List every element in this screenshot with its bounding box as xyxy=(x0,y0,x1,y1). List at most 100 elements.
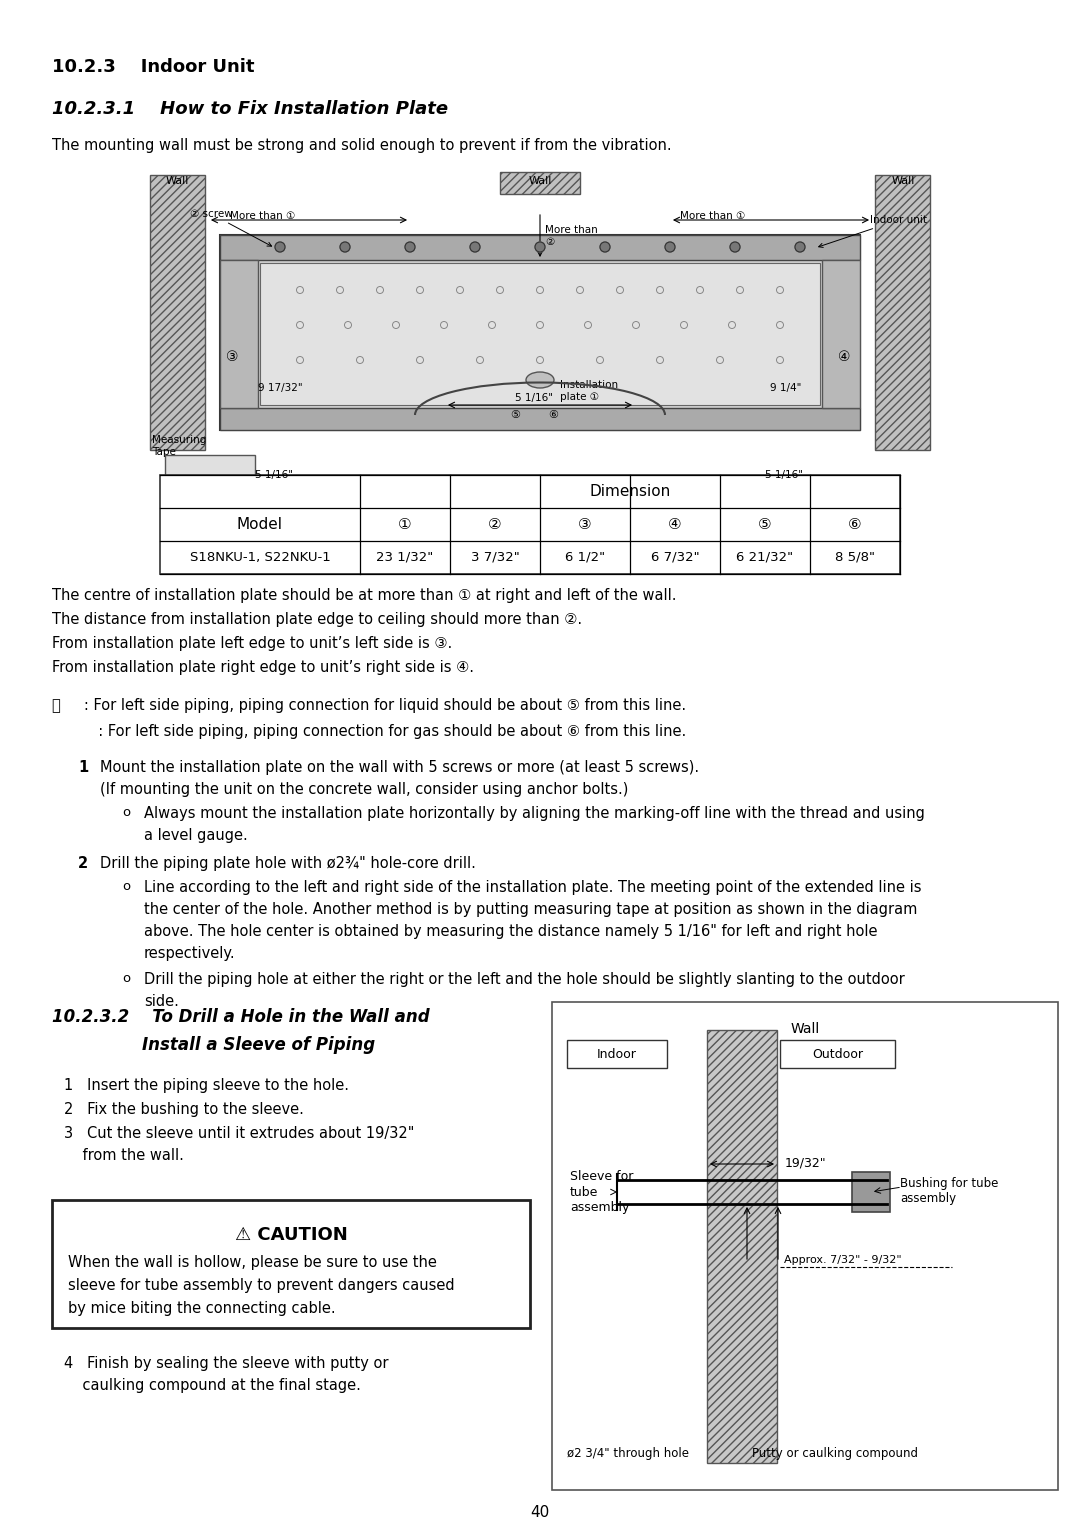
Text: ④: ④ xyxy=(838,350,851,363)
Text: From installation plate right edge to unit’s right side is ④.: From installation plate right edge to un… xyxy=(52,660,474,675)
Circle shape xyxy=(275,241,285,252)
Text: ④: ④ xyxy=(669,518,681,531)
Text: Wall: Wall xyxy=(791,1022,820,1035)
Text: (If mounting the unit on the concrete wall, consider using anchor bolts.): (If mounting the unit on the concrete wa… xyxy=(100,782,629,797)
Text: 40: 40 xyxy=(530,1506,550,1519)
Text: ③: ③ xyxy=(226,350,239,363)
Text: 3   Cut the sleeve until it extrudes about 19/32": 3 Cut the sleeve until it extrudes about… xyxy=(64,1125,415,1141)
Text: ⑥: ⑥ xyxy=(548,411,558,420)
Bar xyxy=(567,1040,667,1067)
Text: by mice biting the connecting cable.: by mice biting the connecting cable. xyxy=(68,1301,336,1316)
Text: side.: side. xyxy=(144,994,179,1009)
Text: S18NKU-1, S22NKU-1: S18NKU-1, S22NKU-1 xyxy=(190,551,330,563)
Circle shape xyxy=(340,241,350,252)
Text: 3 7/32": 3 7/32" xyxy=(471,551,519,563)
Text: 10.2.3.2    To Drill a Hole in the Wall and: 10.2.3.2 To Drill a Hole in the Wall and xyxy=(52,1008,430,1026)
Text: Indoor unit: Indoor unit xyxy=(819,215,927,247)
Text: : For left side piping, piping connection for gas should be about ⑥ from this li: : For left side piping, piping connectio… xyxy=(52,724,686,739)
Text: 2: 2 xyxy=(78,857,89,870)
Bar xyxy=(160,475,900,574)
Text: Wall: Wall xyxy=(891,176,915,186)
Text: When the wall is hollow, please be sure to use the: When the wall is hollow, please be sure … xyxy=(68,1255,437,1270)
Text: Drill the piping plate hole with ø2¾" hole-core drill.: Drill the piping plate hole with ø2¾" ho… xyxy=(100,857,476,870)
Text: ①: ① xyxy=(399,518,411,531)
Text: 2   Fix the bushing to the sleeve.: 2 Fix the bushing to the sleeve. xyxy=(64,1102,303,1116)
Text: More than ①: More than ① xyxy=(230,211,295,221)
Text: 23 1/32": 23 1/32" xyxy=(376,551,434,563)
Text: respectively.: respectively. xyxy=(144,947,235,960)
Text: 6 1/2": 6 1/2" xyxy=(565,551,605,563)
Text: From installation plate left edge to unit’s left side is ③.: From installation plate left edge to uni… xyxy=(52,637,453,651)
Ellipse shape xyxy=(526,373,554,388)
Text: 6 21/32": 6 21/32" xyxy=(737,551,794,563)
Text: Putty or caulking compound: Putty or caulking compound xyxy=(752,1448,918,1460)
Text: Wall: Wall xyxy=(165,176,189,186)
Text: caulking compound at the final stage.: caulking compound at the final stage. xyxy=(64,1377,361,1393)
Text: Mount the installation plate on the wall with 5 screws or more (at least 5 screw: Mount the installation plate on the wall… xyxy=(100,760,699,776)
Text: above. The hole center is obtained by measuring the distance namely 5 1/16" for : above. The hole center is obtained by me… xyxy=(144,924,877,939)
Bar xyxy=(220,235,860,431)
Bar xyxy=(875,176,930,450)
Text: o: o xyxy=(122,806,130,818)
Text: 8 5/8": 8 5/8" xyxy=(835,551,875,563)
Text: 1: 1 xyxy=(78,760,89,776)
Text: Bushing for tube
assembly: Bushing for tube assembly xyxy=(900,1177,998,1205)
Text: ②: ② xyxy=(488,518,502,531)
Bar xyxy=(150,169,930,455)
Text: ⚠ CAUTION: ⚠ CAUTION xyxy=(234,1226,348,1245)
Text: 9 17/32": 9 17/32" xyxy=(258,383,302,392)
Text: Installation
plate ①: Installation plate ① xyxy=(561,380,618,402)
Bar xyxy=(220,408,860,431)
Text: 5 1/16": 5 1/16" xyxy=(515,392,553,403)
Circle shape xyxy=(600,241,610,252)
Text: 5 1/16": 5 1/16" xyxy=(765,470,804,479)
Text: 5 1/16": 5 1/16" xyxy=(255,470,293,479)
Bar xyxy=(707,1031,777,1463)
Text: Indoor: Indoor xyxy=(597,1048,637,1060)
Bar xyxy=(52,1200,530,1328)
Text: 10.2.3.1    How to Fix Installation Plate: 10.2.3.1 How to Fix Installation Plate xyxy=(52,99,448,118)
Text: 6 7/32": 6 7/32" xyxy=(650,551,700,563)
Text: the center of the hole. Another method is by putting measuring tape at position : the center of the hole. Another method i… xyxy=(144,902,917,918)
Text: 9 1/4": 9 1/4" xyxy=(770,383,801,392)
Circle shape xyxy=(795,241,805,252)
Bar xyxy=(165,455,255,515)
Bar xyxy=(552,1002,1058,1490)
Text: 19/32": 19/32" xyxy=(785,1156,826,1170)
Text: ⑤: ⑤ xyxy=(758,518,772,531)
Text: sleeve for tube assembly to prevent dangers caused: sleeve for tube assembly to prevent dang… xyxy=(68,1278,455,1293)
Text: Approx. 7/32" - 9/32": Approx. 7/32" - 9/32" xyxy=(784,1255,902,1264)
Text: ③: ③ xyxy=(578,518,592,531)
Text: ø2 3/4" through hole: ø2 3/4" through hole xyxy=(567,1448,689,1460)
Text: 4   Finish by sealing the sleeve with putty or: 4 Finish by sealing the sleeve with putt… xyxy=(64,1356,389,1371)
Bar xyxy=(260,263,820,405)
Bar xyxy=(852,1173,890,1212)
Bar xyxy=(150,176,205,450)
Text: Sleeve for
tube
assembly: Sleeve for tube assembly xyxy=(570,1171,633,1214)
Text: The mounting wall must be strong and solid enough to prevent if from the vibrati: The mounting wall must be strong and sol… xyxy=(52,137,672,153)
Text: The distance from installation plate edge to ceiling should more than ②.: The distance from installation plate edg… xyxy=(52,612,582,628)
Text: More than
②: More than ② xyxy=(545,224,597,246)
Text: ⑥: ⑥ xyxy=(848,518,862,531)
Text: Measuring
Tape: Measuring Tape xyxy=(152,435,206,457)
Text: 1   Insert the piping sleeve to the hole.: 1 Insert the piping sleeve to the hole. xyxy=(64,1078,349,1093)
Bar xyxy=(822,260,860,408)
Text: o: o xyxy=(122,880,130,893)
Text: Ⓑ     : For left side piping, piping connection for liquid should be about ⑤ fro: Ⓑ : For left side piping, piping connect… xyxy=(52,698,686,713)
Text: a level gauge.: a level gauge. xyxy=(144,828,247,843)
Circle shape xyxy=(730,241,740,252)
Bar xyxy=(780,1040,895,1067)
Text: Line according to the left and right side of the installation plate. The meeting: Line according to the left and right sid… xyxy=(144,880,921,895)
Text: Wall: Wall xyxy=(528,176,552,186)
Text: from the wall.: from the wall. xyxy=(64,1148,184,1164)
Bar xyxy=(220,235,860,260)
Text: Drill the piping hole at either the right or the left and the hole should be sli: Drill the piping hole at either the righ… xyxy=(144,973,905,986)
Text: Always mount the installation plate horizontally by aligning the marking-off lin: Always mount the installation plate hori… xyxy=(144,806,924,822)
Text: The centre of installation plate should be at more than ① at right and left of t: The centre of installation plate should … xyxy=(52,588,676,603)
Text: ⑤: ⑤ xyxy=(510,411,519,420)
Circle shape xyxy=(665,241,675,252)
Text: Dimension: Dimension xyxy=(590,484,671,499)
Text: 10.2.3    Indoor Unit: 10.2.3 Indoor Unit xyxy=(52,58,255,76)
Text: o: o xyxy=(122,973,130,985)
Bar xyxy=(220,260,258,408)
